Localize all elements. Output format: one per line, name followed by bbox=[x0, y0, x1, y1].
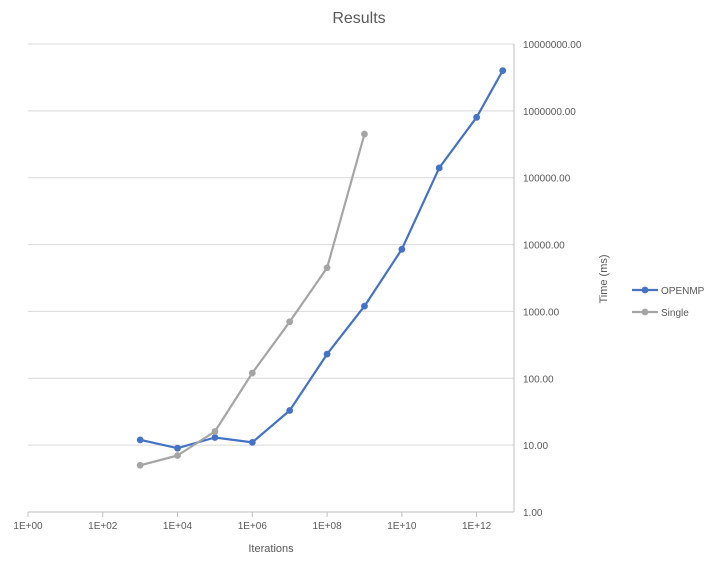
axes bbox=[27, 44, 515, 517]
series bbox=[136, 67, 507, 469]
x-tick-labels: 1E+00 1E+02 1E+04 1E+06 1E+08 1E+10 1E+12 bbox=[13, 521, 491, 532]
chart-title: Results bbox=[332, 10, 385, 27]
y-tick-labels: 1.00 10.00 100.00 1000.00 10000.00 100000.00 1… bbox=[523, 40, 582, 519]
legend-marker bbox=[641, 308, 649, 316]
legend-label: Single bbox=[661, 308, 689, 319]
data-point bbox=[499, 67, 507, 75]
y-tick-label: 1000000.00 bbox=[523, 107, 576, 118]
x-tick-label: 1E+06 bbox=[238, 521, 268, 532]
series-line bbox=[139, 133, 366, 467]
legend-item: Single bbox=[632, 308, 689, 319]
data-point bbox=[211, 428, 219, 435]
y-tick-label: 1000.00 bbox=[523, 307, 560, 318]
legend: OPENMP Single bbox=[632, 286, 705, 319]
x-tick-label: 1E+10 bbox=[387, 521, 417, 532]
x-tick-label: 1E+04 bbox=[163, 521, 193, 532]
legend-item: OPENMP bbox=[632, 286, 705, 297]
data-point bbox=[248, 438, 256, 446]
y-axis-label: Time (ms) bbox=[598, 254, 610, 303]
series-line bbox=[139, 70, 504, 450]
gridlines bbox=[28, 43, 514, 446]
data-point bbox=[174, 452, 181, 459]
x-tick-label: 1E+00 bbox=[13, 521, 43, 532]
y-tick-label: 100000.00 bbox=[523, 174, 571, 185]
series-single bbox=[136, 130, 368, 469]
data-point bbox=[361, 302, 368, 310]
data-point bbox=[323, 264, 331, 272]
data-point bbox=[286, 318, 294, 326]
legend-marker bbox=[641, 286, 649, 294]
data-point bbox=[323, 350, 331, 358]
y-tick-label: 100.00 bbox=[523, 374, 554, 385]
y-tick-label: 10000.00 bbox=[523, 241, 565, 252]
data-point bbox=[211, 434, 219, 441]
data-point bbox=[473, 113, 481, 121]
data-point bbox=[248, 369, 256, 377]
data-point bbox=[398, 245, 406, 253]
data-point bbox=[361, 130, 368, 138]
data-point bbox=[286, 407, 294, 414]
y-tick-label: 1.00 bbox=[523, 508, 543, 519]
x-tick-label: 1E+12 bbox=[462, 521, 492, 532]
x-tick-label: 1E+02 bbox=[88, 521, 118, 532]
data-point bbox=[174, 444, 181, 452]
x-tick-label: 1E+08 bbox=[312, 521, 342, 532]
x-axis-label: Iterations bbox=[248, 543, 294, 555]
series-openmp bbox=[136, 67, 507, 452]
data-point bbox=[136, 461, 144, 469]
data-point bbox=[435, 164, 443, 172]
legend-label: OPENMP bbox=[661, 286, 705, 297]
y-tick-label: 10000000.00 bbox=[523, 40, 582, 51]
y-tick-label: 10.00 bbox=[523, 441, 548, 452]
data-point bbox=[136, 436, 144, 444]
